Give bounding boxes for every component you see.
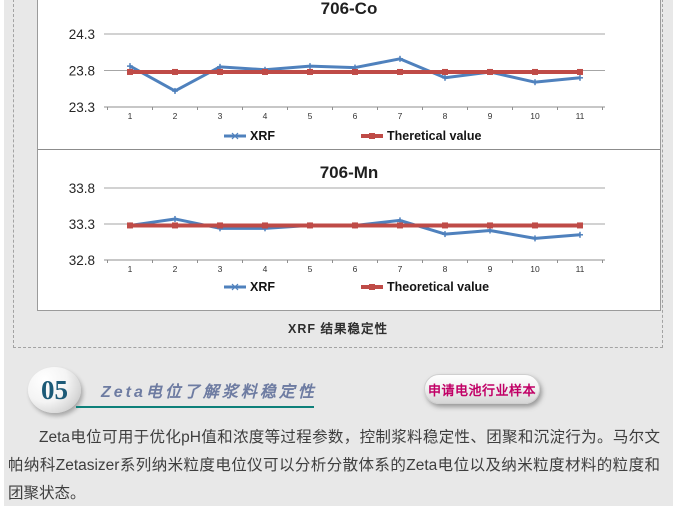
charts-panel: 706-Co 24.3 23.8 23.3 1 2 3 4 5 6 7 8 9 10 11 XRF Theret… [37, 0, 661, 311]
svg-text:XRF: XRF [250, 129, 275, 143]
svg-text:10: 10 [530, 264, 540, 274]
svg-text:32.8: 32.8 [69, 253, 95, 268]
svg-text:8: 8 [443, 264, 448, 274]
svg-text:4: 4 [263, 264, 268, 274]
svg-text:XRF: XRF [250, 280, 275, 294]
svg-text:8: 8 [443, 111, 448, 121]
svg-text:3: 3 [218, 264, 223, 274]
chart-706-co: 706-Co 24.3 23.8 23.3 1 2 3 4 5 6 7 8 9 10 11 XRF Theret… [38, 0, 660, 150]
svg-text:9: 9 [488, 264, 493, 274]
section-number-badge: 05 [28, 367, 81, 413]
figure-caption: XRF 结果稳定性 [288, 322, 388, 336]
chart-706-mn: 706-Mn 33.8 33.3 32.8 1 2 3 4 5 6 7 8 9 10 11 XRF Theore… [38, 150, 660, 310]
svg-text:2: 2 [173, 264, 178, 274]
svg-text:5: 5 [308, 264, 313, 274]
svg-text:23.3: 23.3 [69, 100, 95, 115]
section-title-underline [76, 406, 314, 408]
svg-text:9: 9 [488, 111, 493, 121]
svg-text:5: 5 [308, 111, 313, 121]
body-paragraph: Zeta电位可用于优化pH值和浓度等过程参数，控制浆料稳定性、团聚和沉淀行为。马… [8, 429, 660, 502]
svg-text:Theretical value: Theretical value [387, 129, 482, 143]
svg-text:23.8: 23.8 [69, 64, 95, 79]
svg-text:6: 6 [353, 264, 358, 274]
svg-text:33.8: 33.8 [69, 181, 95, 196]
svg-text:24.3: 24.3 [69, 27, 95, 42]
request-battery-sample-button[interactable]: 申请电池行业样本 [424, 374, 540, 404]
chart-canvas: 706-Mn 33.8 33.3 32.8 1 2 3 4 5 6 7 8 9 10 11 XRF Theore… [69, 163, 605, 294]
svg-text:6: 6 [353, 111, 358, 121]
figure-frame: 706-Co 24.3 23.8 23.3 1 2 3 4 5 6 7 8 9 10 11 XRF Theret… [13, 0, 663, 348]
svg-text:3: 3 [218, 111, 223, 121]
svg-text:2: 2 [173, 111, 178, 121]
svg-text:7: 7 [398, 264, 403, 274]
chart-canvas: 706-Co 24.3 23.8 23.3 1 2 3 4 5 6 7 8 9 10 11 XRF Theret… [69, 0, 605, 143]
svg-text:Theoretical value: Theoretical value [387, 280, 489, 294]
svg-text:10: 10 [530, 111, 540, 121]
svg-text:33.3: 33.3 [69, 217, 95, 232]
svg-text:11: 11 [576, 111, 585, 121]
svg-text:706-Co: 706-Co [321, 0, 378, 18]
svg-text:1: 1 [128, 264, 133, 274]
svg-text:706-Mn: 706-Mn [320, 163, 379, 182]
svg-text:1: 1 [128, 111, 133, 121]
svg-text:4: 4 [263, 111, 268, 121]
page: 706-Co 24.3 23.8 23.3 1 2 3 4 5 6 7 8 9 10 11 XRF Theret… [4, 0, 673, 506]
svg-text:7: 7 [398, 111, 403, 121]
svg-text:11: 11 [576, 264, 585, 274]
section-title: Zeta电位了解浆料稳定性 [101, 384, 317, 401]
section-number: 05 [41, 374, 68, 405]
